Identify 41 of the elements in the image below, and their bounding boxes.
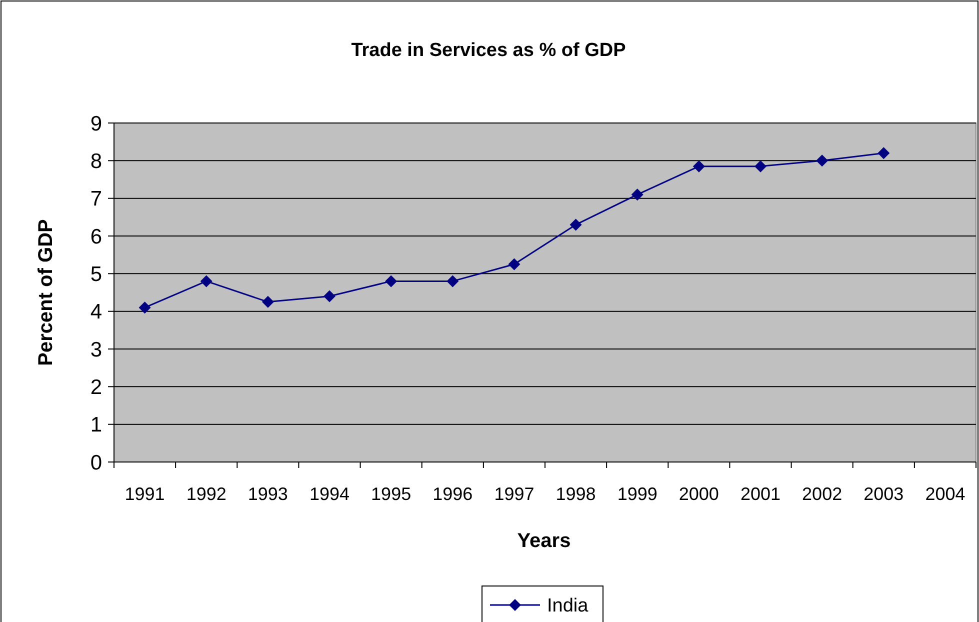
y-tick-label: 0 [90,451,102,474]
point [816,154,828,167]
x-tick-label: 1996 [432,484,473,504]
y-tick-label: 1 [90,414,102,437]
x-tick-label: 1997 [494,484,534,504]
x-tick-label: 1994 [309,484,350,504]
y-tick-label: 9 [90,112,102,136]
legend-label: India [547,596,589,617]
point [631,188,644,201]
point [138,302,151,314]
point [508,258,520,270]
point [262,296,274,308]
x-tick-label: 1995 [371,484,412,504]
point [754,160,766,172]
y-tick-label: 3 [90,338,102,362]
x-tick-label: 1993 [248,484,288,504]
y-tick-label: 4 [90,300,102,324]
y-tick-label: 2 [90,376,102,400]
x-tick-label: 2004 [925,484,966,504]
x-tick-label: 2000 [678,484,719,504]
x-axis-title: Years [517,530,571,552]
x-tick-label: 1998 [556,484,596,504]
y-axis-title: Percent of GDP [35,219,57,366]
point [692,160,705,172]
point [446,275,459,288]
x-tick-label: 2002 [802,484,842,504]
y-tick-label: 7 [90,188,102,211]
chart-title: Trade in Services as % of GDP [351,40,626,61]
point [324,290,336,302]
y-tick-label: 5 [90,263,102,286]
y-tick-label: 8 [90,150,102,174]
point [385,275,398,288]
y-tick-label: 6 [90,225,102,248]
point [878,147,890,160]
x-tick-label: 1992 [186,484,226,504]
x-tick-label: 1999 [617,484,658,504]
x-tick-label: 2001 [740,484,781,504]
x-tick-label: 2003 [864,484,904,504]
x-tick-label: 1991 [124,484,165,504]
point [570,218,582,231]
point [200,275,212,288]
